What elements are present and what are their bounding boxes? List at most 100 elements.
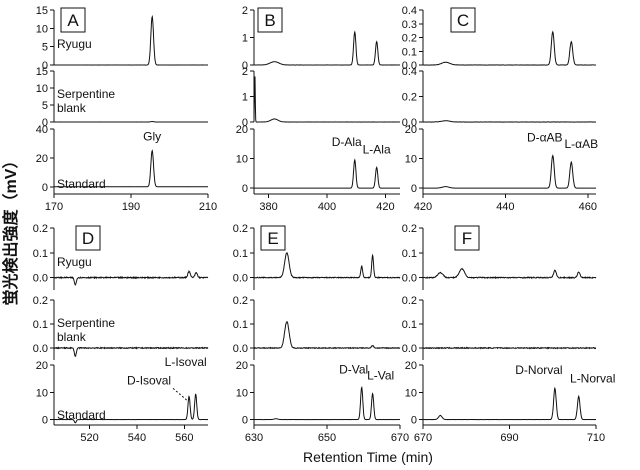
y-tick-label: 20 [405,360,417,372]
track-a-2: 0 20 40 170 190 210 Gly Standard [36,124,217,213]
peak-label: L-Isoval [165,355,207,369]
y-tick-label: 20 [236,124,248,136]
y-tick-label: 0.2 [402,92,417,104]
x-tick-label: 650 [318,432,336,444]
y-tick-label: 15 [36,5,48,17]
y-tick-label: 0 [242,415,248,427]
trace-line [253,252,401,279]
panel-letter: E [267,229,278,248]
y-tick-label: 0 [242,183,248,195]
trace-line [422,267,597,280]
y-tick-label: 0.3 [402,19,417,31]
track-d-0: 0.0 0.1 0.2 Ryugu [33,223,209,290]
y-tick-label: 0.0 [402,273,417,285]
trace-line [254,385,401,421]
x-tick-label: 670 [391,432,409,444]
y-tick-label: 0.1 [402,46,417,58]
y-tick-label: 0 [42,117,48,129]
y-tick-label: 0.0 [33,273,48,285]
y-tick-label: 0 [42,415,48,427]
panel-letter: B [264,11,275,30]
x-tick-label: 420 [414,201,432,213]
y-tick-label: 0.2 [402,223,417,235]
trace-line [53,346,209,357]
panel-letter: F [462,229,472,248]
sample-label: blank [57,330,87,344]
y-tick-label: 0.2 [233,223,248,235]
peak-label: D-Val [339,362,368,376]
panel-f: 0.0 0.1 0.2 0.0 0.1 0.2 0 10 20 670 690 710 D-Norval… [402,223,616,444]
y-tick-label: 0.4 [402,66,417,78]
y-tick-label: 2 [242,66,248,78]
x-tick-label: 710 [587,432,605,444]
y-tick-label: 0.2 [233,295,248,307]
peak-label: D-αAB [527,131,563,145]
x-tick-label: 420 [376,201,394,213]
y-tick-label: 10 [405,387,417,399]
sample-label: Serpentine [57,316,115,330]
trace-line [423,154,596,189]
trace-line [422,30,597,66]
track-c-0: 0.0 0.10.2 0.3 0.4 [402,5,597,72]
panels-group: 051015Ryugu051015Serpentineblank02040170… [33,5,616,444]
track-b-1: 0 1 2 [242,66,401,129]
y-tick-label: 0.1 [33,248,48,260]
y-tick-label: 0.1 [233,319,248,331]
y-tick-label: 0.1 [233,248,248,260]
peak-label: L-αAB [564,137,598,151]
y-tick-label: 10 [405,154,417,166]
panel-letter-box [450,7,476,33]
trace-line [53,14,208,66]
track-c-2: 0 10 20 420 440 460 D-αAB L-αAB [405,124,598,213]
peak-label: D-Ala [332,135,362,149]
y-tick-label: 10 [36,23,48,35]
y-tick-label: 0.1 [33,319,48,331]
y-tick-label: 0.0 [33,343,48,355]
trace-line [253,76,401,123]
track-f-2: 0 10 20 670 690 710 D-Norval L-Norval [405,360,616,444]
y-tick-label: 10 [36,387,48,399]
x-tick-label: 170 [45,201,63,213]
trace-line [423,120,597,123]
y-axis-label: 蛍光検出強度（mV） [1,153,20,306]
panel-letter-box [260,225,286,251]
y-tick-label: 0 [242,117,248,129]
x-tick-label: 190 [122,201,140,213]
y-tick-label: 0.0 [402,343,417,355]
x-tick-label: 440 [496,201,514,213]
track-d-2: 0 10 20 520 540 560 D-Isoval L-Isoval Standard [36,355,209,444]
y-tick-label: 0 [411,183,417,195]
y-tick-label: 0.1 [402,248,417,260]
sample-label: Standard [57,408,106,422]
y-tick-label: 20 [36,360,48,372]
y-tick-label: 0 [42,182,48,194]
y-tick-label: 10 [236,154,248,166]
x-tick-label: 210 [199,201,217,213]
track-e-1: 0.0 0.1 0.2 [233,295,401,360]
y-tick-label: 0.0 [402,60,417,72]
y-tick-label: 20 [36,153,48,165]
sample-label: Standard [57,177,106,191]
y-tick-label: 10 [36,83,48,95]
x-tick-label: 540 [128,432,146,444]
x-tick-label: 670 [414,432,432,444]
y-tick-label: 0.2 [33,223,48,235]
panel-letter-box [257,7,283,33]
track-c-1: 0.0 0.2 0.4 [402,66,597,129]
track-f-0: 0.0 0.1 0.2 [402,223,597,290]
y-tick-label: 0 [411,415,417,427]
trace-line [253,320,401,350]
x-tick-label: 460 [579,201,597,213]
x-tick-label: 380 [259,201,277,213]
trace-line [54,149,208,188]
peak-label: Gly [143,130,161,144]
x-tick-label: 560 [175,432,193,444]
x-tick-label: 690 [500,432,518,444]
y-tick-label: 1 [242,92,248,104]
y-tick-label: 0.0 [233,343,248,355]
